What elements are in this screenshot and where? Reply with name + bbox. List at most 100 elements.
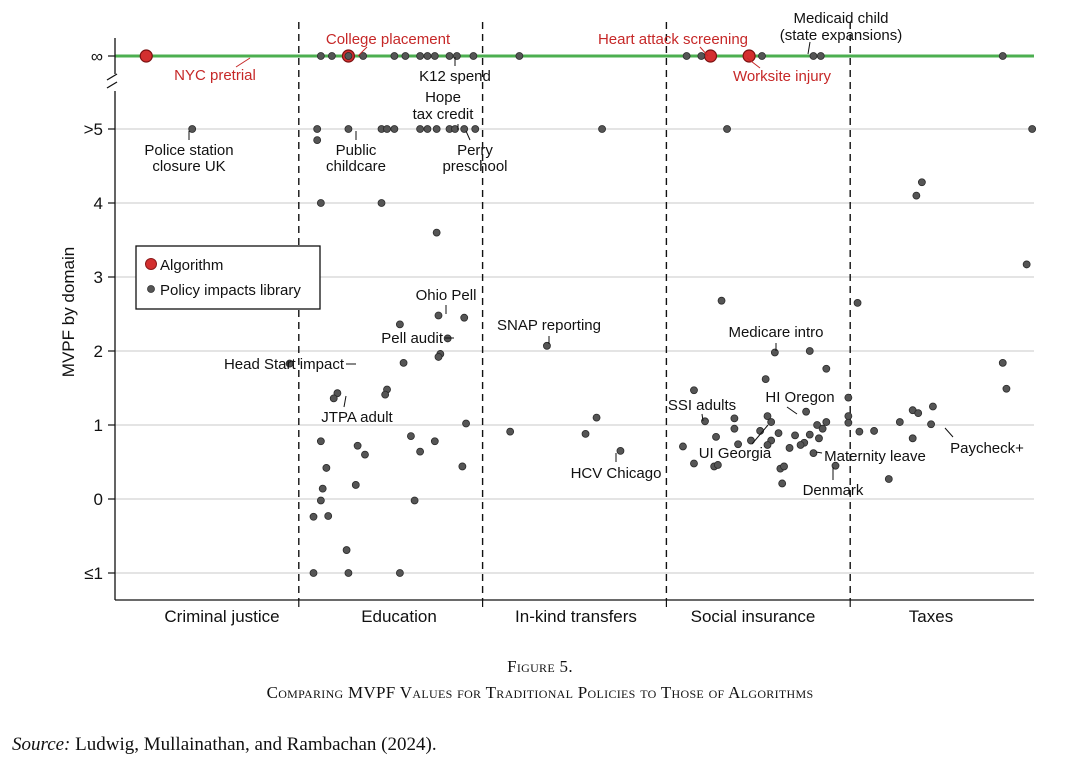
library-point-69 bbox=[316, 437, 325, 446]
library-point-74 bbox=[316, 496, 325, 505]
library-point-40 bbox=[912, 191, 921, 200]
library-point-79 bbox=[309, 569, 318, 577]
axes: ≤1 0 1 2 3 4 >5 ∞ bbox=[84, 38, 1034, 607]
library-point-94 bbox=[730, 424, 739, 433]
annotation-perry-line1: Perry bbox=[457, 142, 493, 159]
library-point-103 bbox=[780, 462, 788, 471]
library-point-39 bbox=[917, 178, 926, 187]
y-tick-label-4: 3 bbox=[94, 268, 103, 287]
library-point-115 bbox=[831, 461, 840, 470]
y-tick-label-1: 0 bbox=[94, 490, 103, 509]
y-tick-label-6: >5 bbox=[84, 120, 103, 139]
library-point-57 bbox=[998, 358, 1007, 367]
library-point-123 bbox=[884, 475, 893, 483]
source-label: Source: bbox=[12, 734, 71, 755]
y-tick-label-5: 4 bbox=[94, 194, 103, 213]
library-point-43 bbox=[717, 296, 726, 305]
library-point-70 bbox=[322, 464, 331, 472]
annotation-leader-9 bbox=[465, 130, 471, 141]
annotation-hope-line2: tax credit bbox=[413, 106, 475, 123]
library-point-119 bbox=[844, 412, 853, 421]
library-point-9 bbox=[445, 52, 454, 60]
library-point-58 bbox=[1002, 384, 1011, 393]
library-point-62 bbox=[381, 390, 390, 399]
annotation-snap: SNAP reporting bbox=[497, 317, 601, 334]
library-point-27 bbox=[432, 125, 441, 133]
library-point-19 bbox=[188, 125, 197, 133]
library-point-101 bbox=[774, 429, 783, 438]
category-label-social-insurance: Social insurance bbox=[691, 607, 816, 626]
library-point-17 bbox=[816, 52, 825, 60]
library-point-112 bbox=[822, 418, 831, 426]
annotation-leader-19 bbox=[751, 424, 769, 445]
library-point-50 bbox=[399, 358, 408, 367]
library-point-32 bbox=[598, 125, 606, 133]
library-point-108 bbox=[802, 407, 810, 416]
figure-title: Comparing MVPF Values for Traditional Po… bbox=[266, 683, 814, 702]
annotation-worksite-injury: Worksite injury bbox=[733, 68, 832, 85]
library-point-46 bbox=[395, 320, 404, 329]
library-point-12 bbox=[515, 52, 524, 60]
library-point-11 bbox=[469, 52, 478, 60]
y-tick-label-2: 1 bbox=[94, 416, 103, 435]
library-point-24 bbox=[390, 125, 399, 133]
library-point-121 bbox=[855, 427, 864, 436]
annotation-hcv: HCV Chicago bbox=[571, 465, 662, 482]
figure-number: Figure 5. bbox=[507, 657, 573, 676]
library-point-129 bbox=[927, 420, 935, 429]
annotations bbox=[188, 41, 954, 480]
library-point-118 bbox=[844, 393, 853, 402]
library-point-86 bbox=[690, 386, 698, 395]
library-point-45 bbox=[460, 313, 469, 322]
library-point-122 bbox=[870, 427, 878, 435]
library-point-36 bbox=[316, 199, 325, 207]
library-point-78 bbox=[342, 546, 351, 554]
library-point-38 bbox=[432, 228, 441, 237]
category-label-in-kind-transfers: In-kind transfers bbox=[515, 607, 637, 626]
annotation-k12-spend: K12 spend bbox=[419, 68, 491, 85]
data-points bbox=[139, 49, 1037, 577]
annotation-police-line2: closure UK bbox=[152, 158, 225, 175]
library-point-26 bbox=[423, 125, 432, 133]
annotation-leader-0 bbox=[235, 57, 251, 68]
library-point-117 bbox=[796, 441, 805, 449]
annotation-hi-oregon: HI Oregon bbox=[765, 389, 834, 406]
library-point-64 bbox=[407, 432, 415, 441]
library-point-30 bbox=[460, 125, 469, 133]
algorithm-point-3 bbox=[742, 49, 756, 63]
y-tick-label-0: ≤1 bbox=[84, 564, 103, 583]
library-point-2 bbox=[344, 52, 353, 60]
library-point-81 bbox=[395, 569, 404, 577]
annotation-ssi: SSI adults bbox=[668, 397, 736, 414]
library-point-71 bbox=[318, 484, 327, 493]
legend-library-marker bbox=[147, 285, 155, 293]
annotation-public-line1: Public bbox=[336, 142, 377, 159]
library-point-18 bbox=[998, 52, 1007, 60]
annotation-leader-3 bbox=[699, 46, 709, 57]
library-point-80 bbox=[344, 569, 353, 577]
library-point-35 bbox=[313, 136, 322, 145]
library-point-113 bbox=[815, 434, 823, 443]
annotation-perry-line2: preschool bbox=[442, 158, 507, 175]
library-point-92 bbox=[713, 461, 722, 469]
annotation-paycheck: Paycheck+ bbox=[950, 440, 1024, 457]
annotation-police-line1: Police station bbox=[144, 142, 233, 159]
axis-break-mark-1 bbox=[106, 73, 118, 81]
library-point-111 bbox=[818, 424, 827, 433]
library-point-6 bbox=[416, 52, 425, 60]
library-point-5 bbox=[401, 52, 410, 60]
library-point-0 bbox=[316, 52, 325, 60]
library-point-127 bbox=[908, 434, 917, 443]
y-tick-label-7: ∞ bbox=[91, 47, 103, 66]
library-point-126 bbox=[914, 409, 923, 418]
annotation-ui-georgia: UI Georgia bbox=[699, 445, 772, 462]
annotation-nyc-pretrial: NYC pretrial bbox=[174, 67, 256, 84]
algorithm-point-0 bbox=[139, 49, 153, 63]
library-point-68 bbox=[361, 450, 369, 459]
library-point-114 bbox=[809, 449, 818, 458]
library-point-8 bbox=[430, 52, 439, 60]
source-text: Ludwig, Mullainathan, and Rambachan (202… bbox=[75, 734, 437, 755]
library-point-63 bbox=[462, 419, 470, 428]
category-label-education: Education bbox=[361, 607, 437, 626]
library-point-105 bbox=[785, 444, 794, 452]
